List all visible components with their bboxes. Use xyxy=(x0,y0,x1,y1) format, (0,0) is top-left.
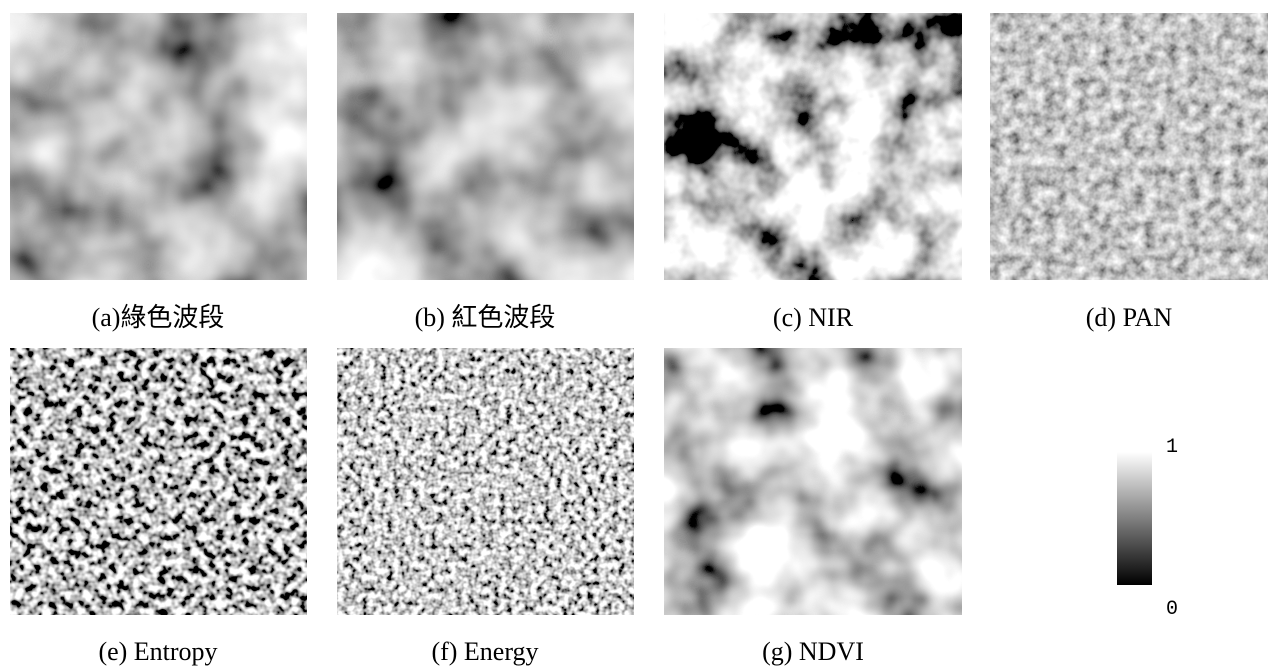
caption: (d) PAN xyxy=(1086,303,1173,332)
colorbar-max-label: 1 xyxy=(1166,436,1178,459)
caption: (b) 紅色波段 xyxy=(415,303,556,332)
image-nir xyxy=(664,13,962,280)
image-green xyxy=(10,13,307,280)
image-entropy xyxy=(10,348,307,615)
figure: (a)綠色波段 (b) 紅色波段 (c) NIR (d) PAN (e) Ent… xyxy=(0,0,1276,668)
image-energy xyxy=(337,348,634,615)
caption: (a)綠色波段 xyxy=(92,303,225,332)
caption: (c) NIR xyxy=(773,303,854,332)
colorbar xyxy=(1117,452,1152,585)
caption: (g) NDVI xyxy=(762,637,864,666)
image-pan xyxy=(990,13,1268,280)
caption: (e) Entropy xyxy=(98,637,217,666)
image-red xyxy=(337,13,634,280)
image-ndvi xyxy=(664,348,962,615)
caption: (f) Energy xyxy=(431,637,538,666)
colorbar-min-label: 0 xyxy=(1166,598,1178,621)
